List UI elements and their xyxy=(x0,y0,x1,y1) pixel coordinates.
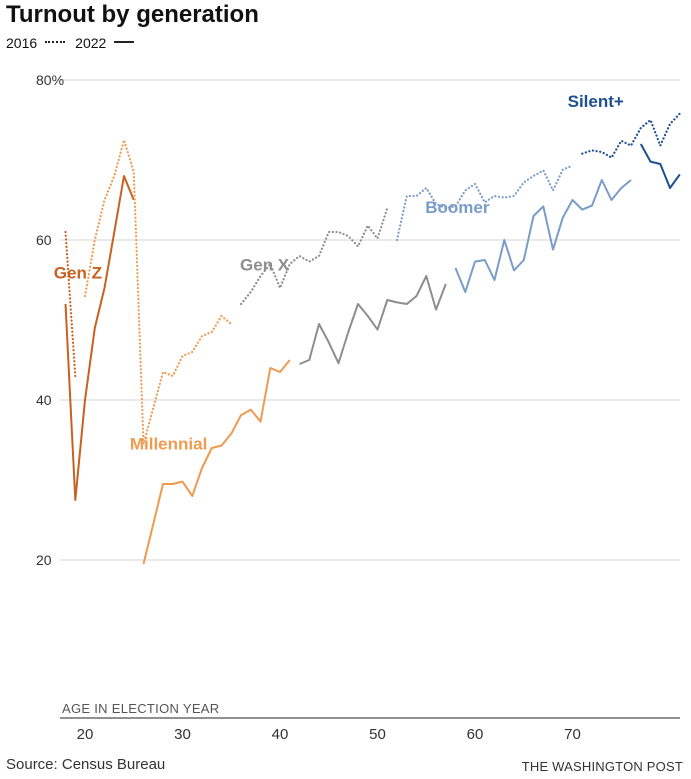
x-tick-label: 30 xyxy=(174,726,191,743)
series-label-gen-x: Gen X xyxy=(240,255,290,274)
series-label-boomer: Boomer xyxy=(425,198,490,217)
series-line-gen-x-2022 xyxy=(299,275,447,365)
series-line-gen-z-2016 xyxy=(64,230,77,378)
legend-2022-label: 2022 xyxy=(75,35,107,51)
series-line-gen-z-2022 xyxy=(64,175,135,501)
series-line-boomer-2022 xyxy=(454,179,632,293)
credit-note: THE WASHINGTON POST xyxy=(521,759,683,774)
source-note: Source: Census Bureau xyxy=(6,756,166,773)
legend-solid-swatch xyxy=(114,41,135,43)
series-line-millennial-2016 xyxy=(83,138,233,446)
series-line-millennial-2022 xyxy=(142,359,291,565)
series-line-silent--2022 xyxy=(639,143,681,189)
y-tick-label: 40 xyxy=(36,392,52,408)
x-axis-title: AGE IN ELECTION YEAR xyxy=(62,701,219,716)
y-tick-label: 80% xyxy=(36,72,64,88)
series-label-silent-: Silent+ xyxy=(568,92,624,111)
legend: 2016 2022 xyxy=(6,35,135,51)
series-label-gen-z: Gen Z xyxy=(54,263,102,282)
x-tick-label: 60 xyxy=(467,726,484,743)
x-tick-label: 70 xyxy=(564,726,581,743)
chart-title: Turnout by generation xyxy=(6,1,259,28)
series-label-millennial: Millennial xyxy=(130,435,207,454)
y-tick-label: 60 xyxy=(36,232,52,248)
legend-2016-label: 2016 xyxy=(6,35,38,51)
legend-dotted-swatch xyxy=(45,41,66,43)
x-tick-label: 20 xyxy=(77,726,94,743)
series-line-boomer-2016 xyxy=(395,164,574,242)
x-tick-label: 40 xyxy=(272,726,289,743)
series-line-silent--2016 xyxy=(581,112,681,159)
y-tick-label: 20 xyxy=(36,552,52,568)
x-tick-label: 50 xyxy=(369,726,386,743)
